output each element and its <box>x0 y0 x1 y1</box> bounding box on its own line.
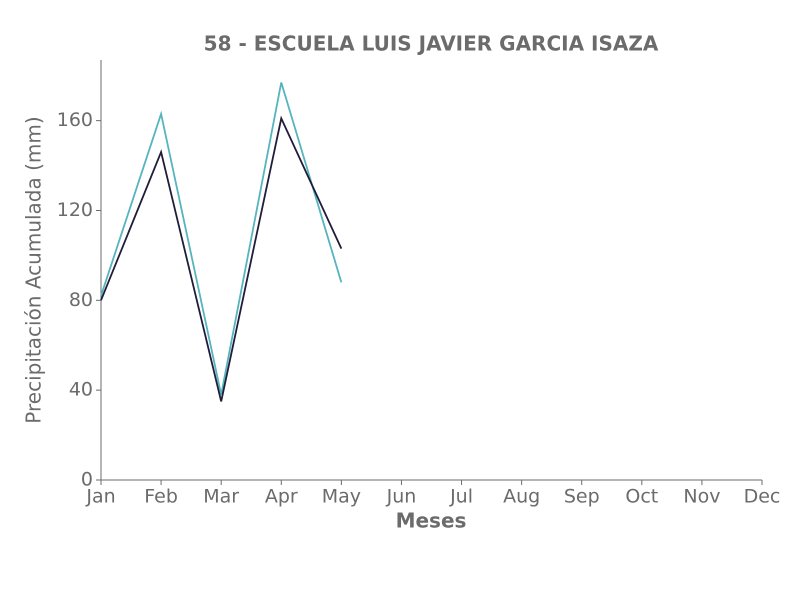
chart-title: 58 - ESCUELA LUIS JAVIER GARCIA ISAZA <box>204 32 659 56</box>
line-series <box>100 82 343 395</box>
x-tick-label: Nov <box>683 486 720 508</box>
x-tick-label: Jan <box>85 486 115 508</box>
y-axis-label: Precipitación Acumulada (mm) <box>22 116 46 423</box>
y-tick-label: 0 <box>81 469 93 491</box>
y-tick-label: 160 <box>57 109 93 131</box>
x-tick-label: Aug <box>503 486 540 508</box>
x-tick-label: Apr <box>265 486 298 508</box>
x-tick-label: Sep <box>564 486 600 508</box>
y-tick-label: 40 <box>69 379 93 401</box>
x-tick-label: Oct <box>625 486 658 508</box>
x-tick-label: Mar <box>203 486 239 508</box>
x-tick-label: Jun <box>386 486 417 508</box>
x-tick-label: Dec <box>744 486 781 508</box>
x-axis-label: Meses <box>396 509 467 533</box>
y-tick-label: 80 <box>69 289 93 311</box>
y-tick-label: 120 <box>57 199 93 221</box>
x-tick-label: Feb <box>144 486 178 508</box>
x-tick-label: May <box>322 486 361 508</box>
line-series <box>100 115 343 402</box>
x-tick-label: Jul <box>449 486 473 508</box>
